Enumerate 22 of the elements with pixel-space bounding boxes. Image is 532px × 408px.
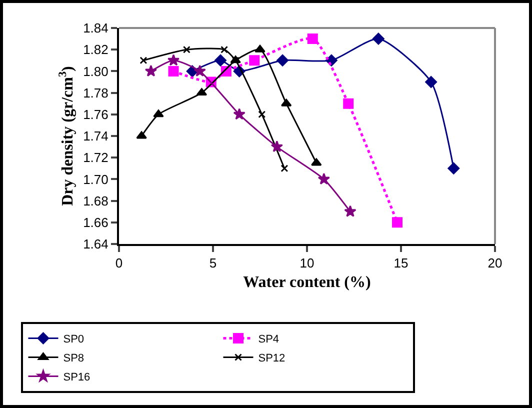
y-tick-label: 1.78 bbox=[83, 85, 108, 100]
x-tick-label: 15 bbox=[394, 256, 408, 271]
y-tick-label: 1.80 bbox=[83, 64, 108, 79]
y-tick-label: 1.66 bbox=[83, 214, 108, 230]
legend-label: SP0 bbox=[63, 334, 84, 346]
y-tick-label: 1.72 bbox=[83, 150, 108, 166]
y-tick-label: 1.76 bbox=[83, 106, 108, 122]
y-tick-label: 1.84 bbox=[83, 20, 108, 36]
x-tick-label: 5 bbox=[209, 256, 217, 271]
y-tick-label: 1.68 bbox=[83, 193, 108, 208]
legend-label: SP16 bbox=[63, 372, 90, 384]
legend-label: SP4 bbox=[258, 334, 280, 346]
x-tick-label: 10 bbox=[300, 256, 314, 271]
x-tick-label: 0 bbox=[115, 256, 123, 271]
legend-label: SP12 bbox=[258, 352, 286, 365]
y-tick-label: 1.82 bbox=[83, 42, 108, 58]
y-tick-label: 1.64 bbox=[83, 236, 108, 252]
y-tick-label: 1.70 bbox=[83, 172, 108, 187]
legend-label: SP8 bbox=[63, 352, 84, 365]
y-tick-label: 1.74 bbox=[83, 128, 108, 144]
x-tick-label: 20 bbox=[488, 256, 502, 271]
x-axis-title: Water content (%) bbox=[243, 274, 371, 291]
